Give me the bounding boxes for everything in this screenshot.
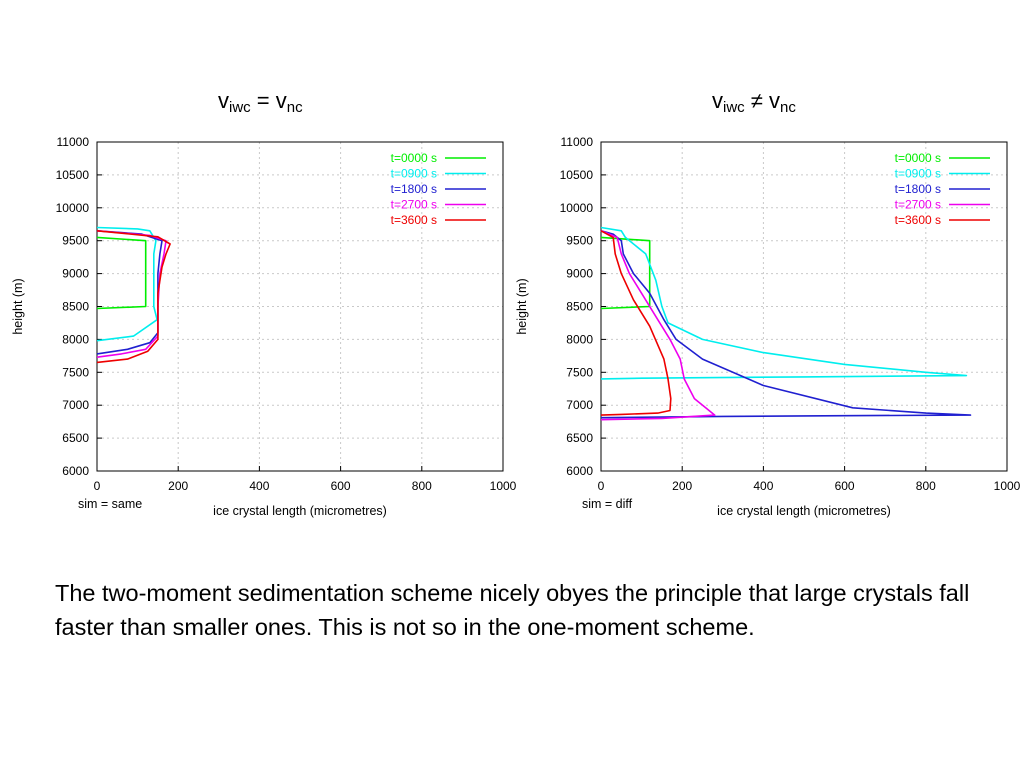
- y-tick-label: 11000: [561, 135, 594, 149]
- y-axis-label: height (m): [515, 278, 529, 334]
- series-line-t-2700-s: [96, 230, 167, 358]
- chart-left: 0 200 400 600 800 1000 6000 6500 7000 7500 8000 850…: [11, 135, 517, 518]
- x-tick-label: 0: [598, 479, 605, 493]
- x-tick-label: 1000: [490, 479, 517, 493]
- caption-text: The two-moment sedimentation scheme nice…: [55, 580, 970, 640]
- x-tick-label: 800: [916, 479, 936, 493]
- title-right-sub1: iwc: [723, 99, 745, 116]
- y-tick-label: 8000: [566, 332, 593, 346]
- title-left-relation: =: [256, 88, 270, 113]
- y-tick-label: 7000: [62, 398, 89, 412]
- x-axis-label: ice crystal length (micrometres): [213, 504, 387, 518]
- series-line-t-3600-s: [96, 230, 171, 364]
- series-line-t-0000-s: [600, 236, 651, 310]
- legend-label: t=2700 s: [895, 198, 941, 212]
- y-tick-label: 7000: [566, 398, 593, 412]
- y-tick-label: 10000: [560, 201, 594, 215]
- y-tick-label: 8500: [566, 300, 593, 314]
- y-tick-label: 6500: [62, 431, 89, 445]
- y-tick-label: 6000: [566, 464, 593, 478]
- legend-label: t=1800 s: [391, 182, 437, 196]
- plot-frame: [600, 141, 1008, 472]
- x-tick-label: 600: [835, 479, 855, 493]
- y-tick-label: 8000: [62, 332, 89, 346]
- y-tick-label: 6000: [62, 464, 89, 478]
- panel-title-left: viwc = vnc: [218, 88, 303, 116]
- series-line-t-0900-s: [600, 226, 968, 380]
- y-tick-label: 9500: [566, 234, 593, 248]
- y-tick-label: 10500: [560, 168, 594, 182]
- x-tick-label: 0: [94, 479, 101, 493]
- legend-label: t=2700 s: [391, 198, 437, 212]
- legend-label: t=3600 s: [895, 213, 941, 227]
- y-tick-label: 6500: [566, 431, 593, 445]
- legend-label: t=0000 s: [391, 151, 437, 165]
- legend-label: t=3600 s: [391, 213, 437, 227]
- x-tick-label: 200: [672, 479, 692, 493]
- legend-label: t=0000 s: [895, 151, 941, 165]
- series-line-t-1800-s: [600, 230, 972, 419]
- y-axis-label: height (m): [11, 278, 25, 334]
- series-line-t-1800-s: [96, 230, 163, 355]
- y-tick-label: 11000: [57, 135, 90, 149]
- legend-label: t=0900 s: [895, 167, 941, 181]
- y-tick-label: 10000: [56, 201, 90, 215]
- x-tick-label: 400: [249, 479, 269, 493]
- x-tick-label: 200: [168, 479, 188, 493]
- title-right-v2: v: [769, 88, 780, 113]
- y-tick-label: 7500: [566, 365, 593, 379]
- title-right-v1: v: [712, 88, 723, 113]
- y-tick-label: 9000: [62, 267, 89, 281]
- sim-note: sim = diff: [582, 497, 633, 511]
- title-right-sub2: nc: [780, 99, 796, 116]
- plot-frame: [96, 141, 504, 472]
- chart-right: 0 200 400 600 800 1000 6000 6500 7000 7500 8000 850…: [515, 135, 1021, 518]
- x-tick-label: 400: [753, 479, 773, 493]
- x-tick-label: 600: [331, 479, 351, 493]
- series-line-t-0000-s: [96, 236, 147, 310]
- series-line-t-3600-s: [600, 230, 672, 416]
- y-tick-label: 9500: [62, 234, 89, 248]
- y-tick-label: 7500: [62, 365, 89, 379]
- sim-note: sim = same: [78, 497, 142, 511]
- title-left-sub2: nc: [286, 99, 303, 116]
- panel-title-right: viwc ≠ vnc: [712, 88, 796, 116]
- x-tick-label: 1000: [994, 479, 1021, 493]
- title-left-sub1: iwc: [229, 99, 251, 116]
- title-left-v1: v: [218, 88, 229, 113]
- title-right-relation: ≠: [750, 88, 763, 113]
- y-tick-label: 9000: [566, 267, 593, 281]
- y-tick-label: 10500: [56, 168, 90, 182]
- legend-label: t=0900 s: [391, 167, 437, 181]
- y-tick-label: 8500: [62, 300, 89, 314]
- series-line-t-0900-s: [96, 226, 158, 342]
- legend-label: t=1800 s: [895, 182, 941, 196]
- series-line-t-2700-s: [600, 230, 716, 421]
- title-left-v2: v: [275, 88, 287, 113]
- x-tick-label: 800: [412, 479, 432, 493]
- x-axis-label: ice crystal length (micrometres): [717, 504, 891, 518]
